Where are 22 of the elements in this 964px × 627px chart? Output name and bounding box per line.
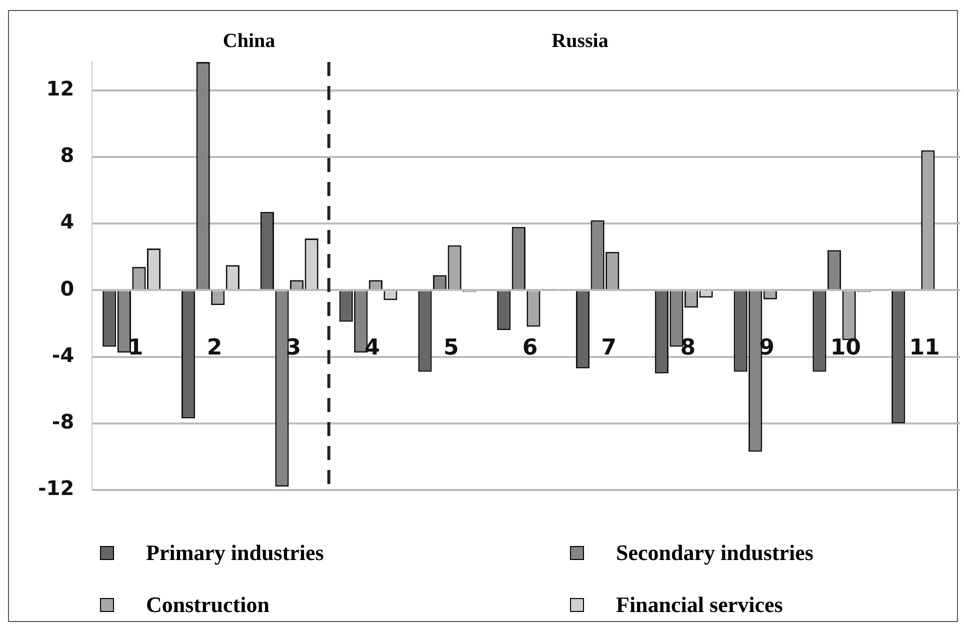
- x-tick-label: 6: [522, 335, 538, 360]
- text: Russia: [552, 30, 608, 53]
- x-tick-label: 7: [601, 335, 617, 360]
- y-tick-label: 0: [60, 276, 74, 300]
- y-tick-label: -12: [38, 476, 74, 500]
- y-tick-label: -4: [52, 342, 74, 367]
- x-tick-label: 4: [364, 335, 380, 360]
- legend-label: Secondary industries: [616, 540, 814, 566]
- x-tick-label: 10: [830, 335, 861, 360]
- text: China: [222, 30, 276, 53]
- y-tick-label: -8: [52, 410, 74, 434]
- y-tick-label: 12: [46, 76, 74, 101]
- y-tick-label: 8: [60, 143, 74, 168]
- x-tick-label: 8: [680, 335, 696, 360]
- x-tick-label: 11: [909, 335, 940, 360]
- legend-label: Construction: [146, 592, 270, 618]
- x-tick-label: 2: [206, 335, 222, 360]
- legend-label: Financial services: [616, 592, 783, 618]
- x-tick-label: 1: [128, 335, 144, 360]
- y-tick-label: 4: [60, 210, 74, 234]
- legend-label: Primary industries: [146, 540, 324, 566]
- x-tick-label: 5: [444, 335, 459, 360]
